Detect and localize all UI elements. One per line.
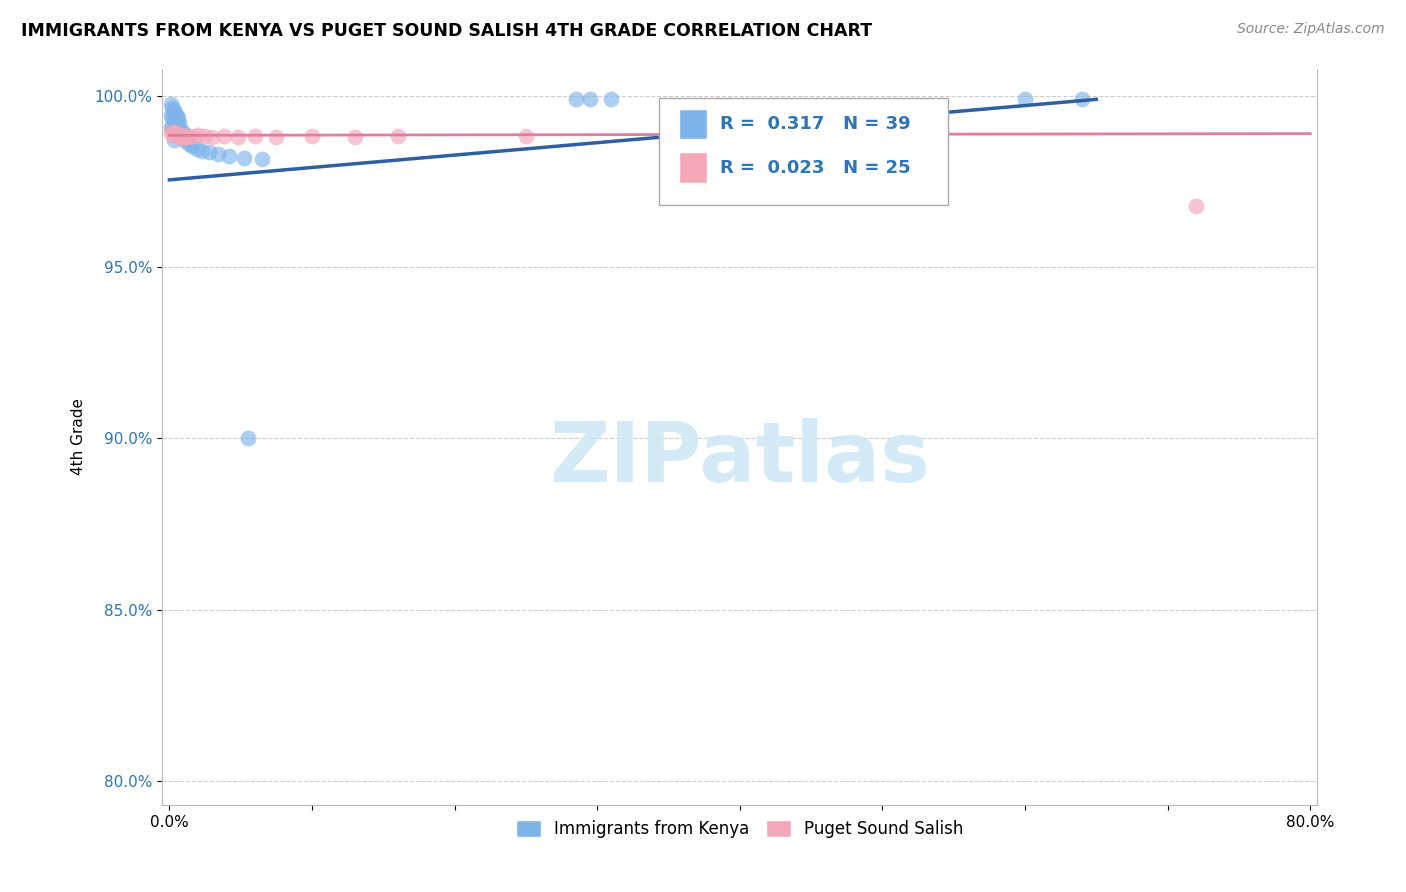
Point (167, 121, 190, 136)
Point (166, 127, 188, 141)
Point (174, 127, 197, 141)
Point (191, 144, 214, 158)
Point (198, 145, 221, 160)
Point (236, 432, 259, 446)
Point (165, 125, 187, 139)
Point (165, 106, 187, 120)
Point (212, 129, 235, 144)
Text: ZIPatlas: ZIPatlas (550, 418, 931, 500)
Point (167, 128, 190, 143)
Point (194, 129, 217, 144)
Point (162, 112, 184, 126)
Point (179, 130, 201, 145)
Point (172, 130, 194, 145)
Bar (679, 109, 707, 139)
Y-axis label: 4th Grade: 4th Grade (72, 398, 86, 475)
Point (201, 130, 224, 145)
Point (172, 130, 194, 145)
Point (218, 149, 240, 163)
Point (243, 129, 266, 144)
Point (160, 108, 183, 122)
Point (170, 123, 193, 137)
Point (173, 130, 195, 145)
Point (165, 114, 187, 128)
Point (657, 130, 679, 145)
Point (207, 147, 229, 161)
FancyBboxPatch shape (659, 98, 948, 205)
Point (163, 112, 186, 127)
Point (169, 116, 191, 130)
Point (186, 142, 208, 156)
Point (163, 133, 186, 147)
Point (173, 133, 195, 147)
Point (166, 128, 188, 143)
Point (176, 129, 198, 144)
Point (187, 128, 209, 143)
Point (166, 110, 188, 124)
Point (1014, 92, 1036, 106)
Point (515, 129, 537, 144)
Bar (679, 153, 707, 183)
Point (387, 129, 409, 144)
Point (266, 130, 288, 145)
Point (176, 133, 198, 147)
Point (226, 130, 249, 145)
Point (343, 130, 366, 145)
Text: IMMIGRANTS FROM KENYA VS PUGET SOUND SALISH 4TH GRADE CORRELATION CHART: IMMIGRANTS FROM KENYA VS PUGET SOUND SAL… (21, 22, 872, 40)
Point (600, 92, 623, 106)
Point (170, 128, 193, 143)
Point (165, 125, 187, 139)
Point (163, 128, 186, 143)
Point (179, 136, 201, 151)
Point (160, 125, 183, 139)
Text: R =  0.023   N = 25: R = 0.023 N = 25 (720, 159, 911, 177)
Point (565, 92, 588, 106)
Point (160, 97, 183, 112)
Point (232, 151, 254, 165)
Point (183, 129, 205, 144)
Legend: Immigrants from Kenya, Puget Sound Salish: Immigrants from Kenya, Puget Sound Salis… (509, 813, 970, 845)
Point (169, 130, 191, 145)
Point (1185, 198, 1208, 212)
Point (181, 138, 204, 153)
Point (1071, 92, 1094, 106)
Point (166, 118, 188, 132)
Point (301, 129, 323, 144)
Point (162, 121, 184, 136)
Point (162, 127, 184, 141)
Text: R =  0.317   N = 39: R = 0.317 N = 39 (720, 115, 911, 133)
Point (167, 112, 190, 126)
Point (160, 120, 183, 134)
Point (162, 101, 184, 115)
Point (250, 153, 273, 167)
Text: Source: ZipAtlas.com: Source: ZipAtlas.com (1237, 22, 1385, 37)
Point (579, 92, 602, 106)
Point (163, 103, 186, 117)
Point (169, 127, 191, 141)
Point (163, 123, 186, 137)
